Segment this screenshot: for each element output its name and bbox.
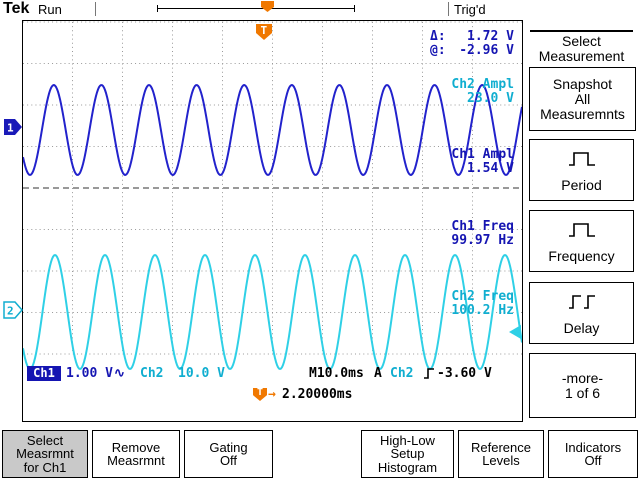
measurement-label: Ch2 Ampl	[451, 77, 514, 92]
menu-item-line: Measuremnts	[540, 105, 625, 122]
bottom-menu-item-remove-measrmnt[interactable]: Remove Measrmnt	[92, 430, 180, 478]
menu-item-label: Frequency	[548, 248, 615, 264]
menu-item-label: Period	[561, 177, 602, 193]
ch1-badge: Ch1	[27, 366, 61, 381]
timebase-readout: M10.0ms	[309, 366, 364, 381]
ch1-scale: 1.00 V	[66, 366, 113, 381]
waveform-ch2	[23, 254, 522, 370]
menu-item-line: Snapshot	[552, 75, 613, 92]
bottom-menu-item-select-measrmnt[interactable]: Select Measrmnt for Ch1	[2, 430, 88, 478]
side-menu-title-line: Select	[562, 33, 601, 49]
ch2-position-marker	[3, 301, 23, 319]
menu-item-line: Select	[26, 432, 64, 448]
record-view-bar	[157, 8, 355, 9]
graticule-display: 1 2 T	[3, 20, 523, 422]
menu-item-line: Measrmnt	[16, 446, 74, 462]
delay-time-readout: 2.20000ms	[282, 387, 353, 402]
menu-item-line: Levels	[482, 453, 520, 468]
bottom-menu: Select Measrmnt for Ch1 Remove Measrmnt …	[0, 427, 640, 480]
menu-item-line: Gating	[209, 439, 248, 455]
ch2-marker-label: 2	[7, 305, 14, 318]
measurement-value: 23.0 V	[467, 91, 514, 106]
delay-arrow-icon: →	[268, 387, 276, 402]
side-menu-title-line: Measurement	[538, 48, 625, 64]
side-menu: Select Measurement Snapshot All Measurem…	[527, 20, 640, 422]
measurement-ch1-ampl: Ch1 Ampl 1.54 V	[430, 148, 514, 176]
ch1-position-marker	[4, 119, 22, 135]
brand-logo: Tek	[3, 0, 30, 17]
measurement-label: Ch2 Freq	[451, 289, 514, 304]
side-menu-item-frequency[interactable]: Frequency	[529, 210, 634, 272]
trigger-mode: A	[374, 366, 382, 381]
menu-item-line: All	[574, 90, 591, 107]
trigger-time-marker	[256, 24, 272, 40]
frequency-icon	[568, 223, 595, 237]
measurement-ch2-ampl: Ch2 Ampl 23.0 V	[430, 78, 514, 106]
delay-trigger-marker: T	[253, 388, 267, 401]
menu-item-line: Measrmnt	[107, 453, 165, 468]
rising-edge-icon	[424, 368, 434, 379]
measurement-value: 99.97 Hz	[451, 233, 514, 248]
separator	[448, 2, 449, 16]
menu-item-line: 1 of 6	[564, 384, 601, 401]
measurement-label: Ch1 Ampl	[451, 147, 514, 162]
cursor-readout: Δ: 1.72 V @: -2.96 V	[430, 30, 514, 58]
side-menu-item-more[interactable]: -more- 1 of 6	[529, 353, 636, 418]
ch2-label: Ch2	[140, 366, 164, 381]
delta-value: 1.72 V	[467, 29, 514, 44]
acquisition-state: Run	[38, 2, 62, 17]
measurement-ch1-freq: Ch1 Freq 99.97 Hz	[430, 220, 514, 248]
graticule-border	[22, 20, 523, 422]
menu-item-line: for Ch1	[23, 459, 67, 475]
record-view-right-bracket	[354, 5, 355, 12]
grid-vertical-lines	[72, 22, 473, 354]
delay-readout-row: T → 2.20000ms	[0, 388, 527, 404]
top-status-bar: Tek Run Trig'd	[0, 0, 527, 18]
trigger-level-readout: -3.60 V	[437, 366, 492, 381]
measurement-value: 100.2 Hz	[451, 303, 514, 318]
menu-item-line: -more-	[561, 369, 604, 386]
menu-item-line: Setup	[390, 446, 425, 462]
side-menu-item-snapshot[interactable]: Snapshot All Measuremnts	[529, 67, 636, 131]
menu-item-line: Indicators	[564, 439, 622, 455]
trigger-status: Trig'd	[454, 2, 486, 17]
separator	[95, 2, 96, 16]
ch2-scale: 10.0 V	[178, 366, 225, 381]
bottom-menu-item-reference-levels[interactable]: Reference Levels	[458, 430, 544, 478]
menu-item-label: Delay	[563, 320, 600, 336]
menu-item-line: High-Low	[380, 432, 435, 448]
record-view-left-bracket	[157, 5, 158, 12]
menu-item-line: Reference	[471, 439, 531, 455]
at-label: @:	[430, 43, 446, 58]
ch1-coupling-icon: ∿	[114, 366, 125, 381]
bottom-menu-item-gating[interactable]: Gating Off	[184, 430, 273, 478]
trigger-time-marker-label: T	[261, 24, 268, 37]
delta-label: Δ:	[430, 29, 446, 44]
grid-horizontal-lines	[23, 21, 522, 355]
delay-icon	[568, 295, 595, 309]
waveform-ch1	[23, 84, 522, 176]
menu-item-line: Off	[219, 453, 238, 468]
measurement-label: Ch1 Freq	[451, 219, 514, 234]
menu-item-line: Off	[584, 453, 602, 468]
side-menu-item-period[interactable]: Period	[529, 139, 634, 201]
measurement-value: 1.54 V	[467, 161, 514, 176]
menu-item-line: Remove	[111, 439, 161, 455]
bottom-menu-item-high-low-setup[interactable]: High-Low Setup Histogram	[361, 430, 454, 478]
bottom-menu-item-indicators[interactable]: Indicators Off	[548, 430, 638, 478]
trigger-source: Ch2	[390, 366, 414, 381]
side-menu-item-delay[interactable]: Delay	[529, 282, 634, 344]
scale-readout-row: Ch1 1.00 V ∿ Ch2 10.0 V M10.0ms A Ch2 -3…	[0, 366, 527, 382]
at-value: -2.96 V	[459, 43, 514, 58]
menu-item-line: Histogram	[377, 459, 438, 475]
ch1-marker-label: 1	[7, 122, 14, 135]
period-icon	[568, 152, 595, 166]
measurement-ch2-freq: Ch2 Freq 100.2 Hz	[430, 290, 514, 318]
trigger-position-marker	[261, 1, 274, 12]
trigger-level-marker	[509, 325, 521, 339]
side-menu-title: Select Measurement	[530, 30, 633, 64]
